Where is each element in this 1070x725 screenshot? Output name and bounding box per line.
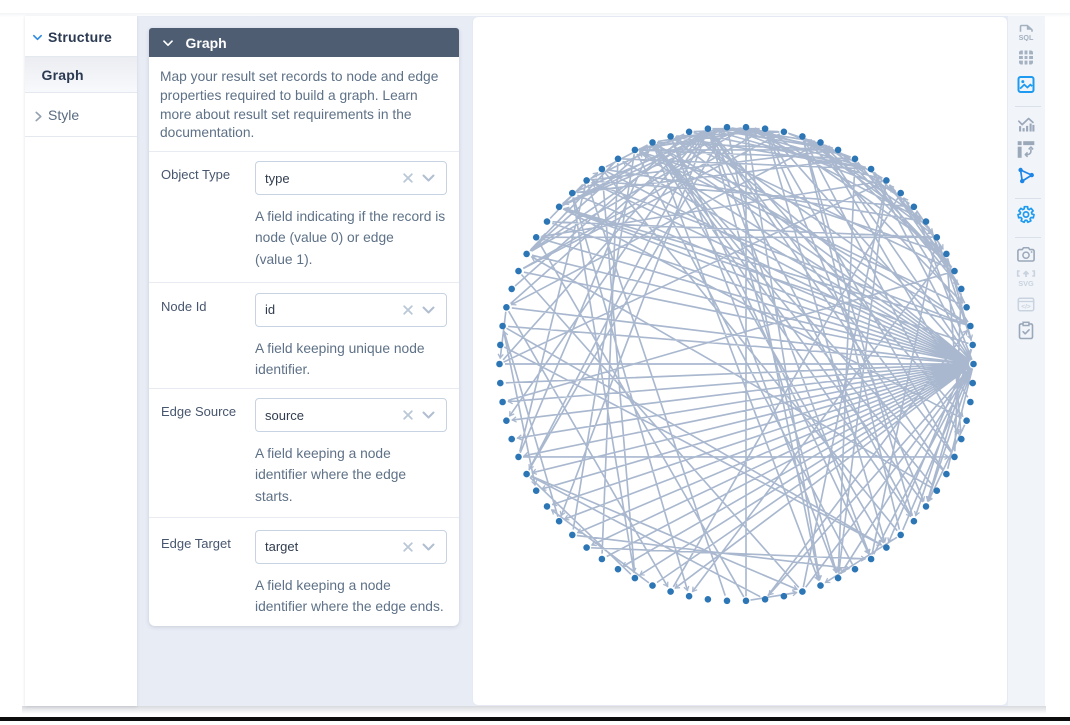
- svg-text:</>: </>: [1021, 303, 1031, 310]
- svg-text:SVG: SVG: [1018, 279, 1034, 287]
- svg-text:SQL: SQL: [1019, 33, 1034, 41]
